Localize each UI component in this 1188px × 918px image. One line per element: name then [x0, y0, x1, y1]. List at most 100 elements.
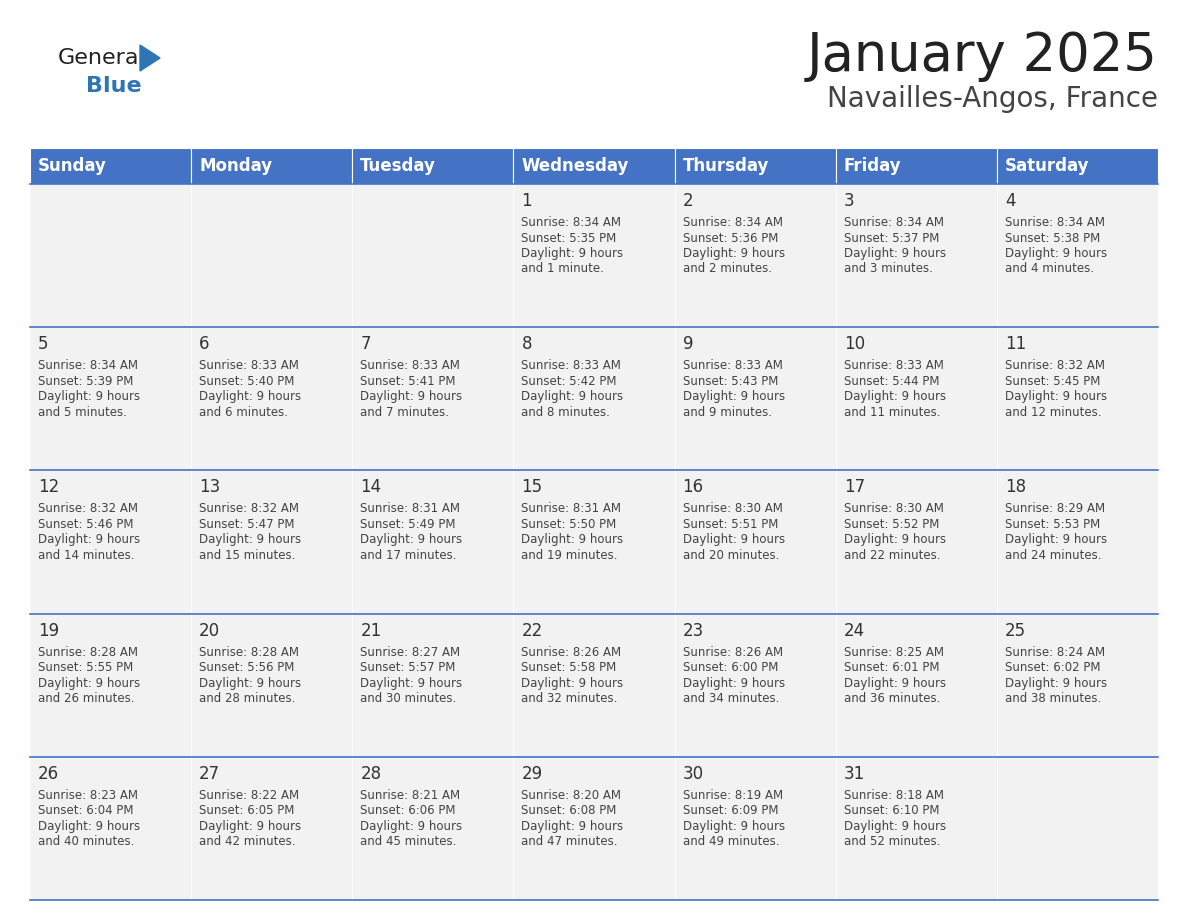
Text: Daylight: 9 hours: Daylight: 9 hours	[843, 677, 946, 689]
Text: and 26 minutes.: and 26 minutes.	[38, 692, 134, 705]
Text: 28: 28	[360, 765, 381, 783]
Bar	[191, 756, 353, 900]
Bar	[835, 148, 997, 184]
Text: Daylight: 9 hours: Daylight: 9 hours	[683, 820, 785, 833]
Text: and 24 minutes.: and 24 minutes.	[1005, 549, 1101, 562]
Text: 24: 24	[843, 621, 865, 640]
Bar	[835, 613, 997, 756]
Text: January 2025: January 2025	[807, 30, 1158, 82]
Text: Sunrise: 8:28 AM: Sunrise: 8:28 AM	[38, 645, 138, 658]
Text: Sunset: 5:43 PM: Sunset: 5:43 PM	[683, 375, 778, 387]
Text: Navailles-Angos, France: Navailles-Angos, France	[827, 85, 1158, 113]
Text: Sunset: 5:39 PM: Sunset: 5:39 PM	[38, 375, 133, 387]
Text: Daylight: 9 hours: Daylight: 9 hours	[360, 390, 462, 403]
Text: Daylight: 9 hours: Daylight: 9 hours	[522, 247, 624, 260]
Text: Sunset: 5:58 PM: Sunset: 5:58 PM	[522, 661, 617, 674]
Text: Sunset: 5:52 PM: Sunset: 5:52 PM	[843, 518, 939, 531]
Text: Sunset: 5:53 PM: Sunset: 5:53 PM	[1005, 518, 1100, 531]
Text: Sunset: 6:04 PM: Sunset: 6:04 PM	[38, 804, 133, 817]
Bar	[191, 184, 353, 327]
Text: and 9 minutes.: and 9 minutes.	[683, 406, 771, 419]
Text: Sunset: 6:02 PM: Sunset: 6:02 PM	[1005, 661, 1100, 674]
Text: Sunrise: 8:34 AM: Sunrise: 8:34 AM	[1005, 216, 1105, 229]
Text: Sunrise: 8:33 AM: Sunrise: 8:33 AM	[522, 359, 621, 372]
Text: Daylight: 9 hours: Daylight: 9 hours	[200, 820, 302, 833]
Bar	[997, 148, 1158, 184]
Text: Sunrise: 8:26 AM: Sunrise: 8:26 AM	[522, 645, 621, 658]
Text: Daylight: 9 hours: Daylight: 9 hours	[360, 820, 462, 833]
Text: 1: 1	[522, 192, 532, 210]
Bar	[675, 184, 835, 327]
Text: 5: 5	[38, 335, 49, 353]
Text: Sunset: 5:56 PM: Sunset: 5:56 PM	[200, 661, 295, 674]
Text: and 36 minutes.: and 36 minutes.	[843, 692, 940, 705]
Text: Daylight: 9 hours: Daylight: 9 hours	[38, 390, 140, 403]
Bar	[191, 470, 353, 613]
Text: and 8 minutes.: and 8 minutes.	[522, 406, 611, 419]
Text: and 22 minutes.: and 22 minutes.	[843, 549, 940, 562]
Text: Sunrise: 8:20 AM: Sunrise: 8:20 AM	[522, 789, 621, 801]
Text: Sunset: 5:44 PM: Sunset: 5:44 PM	[843, 375, 940, 387]
Text: Sunrise: 8:19 AM: Sunrise: 8:19 AM	[683, 789, 783, 801]
Text: Sunset: 5:41 PM: Sunset: 5:41 PM	[360, 375, 456, 387]
Text: and 45 minutes.: and 45 minutes.	[360, 835, 456, 848]
Text: Sunrise: 8:26 AM: Sunrise: 8:26 AM	[683, 645, 783, 658]
Text: 20: 20	[200, 621, 220, 640]
Text: Sunrise: 8:34 AM: Sunrise: 8:34 AM	[522, 216, 621, 229]
Text: 11: 11	[1005, 335, 1026, 353]
Bar	[675, 613, 835, 756]
Text: Daylight: 9 hours: Daylight: 9 hours	[200, 533, 302, 546]
Text: Daylight: 9 hours: Daylight: 9 hours	[1005, 533, 1107, 546]
Text: Daylight: 9 hours: Daylight: 9 hours	[38, 533, 140, 546]
Text: Sunset: 6:05 PM: Sunset: 6:05 PM	[200, 804, 295, 817]
Text: Sunset: 5:37 PM: Sunset: 5:37 PM	[843, 231, 939, 244]
Text: and 7 minutes.: and 7 minutes.	[360, 406, 449, 419]
Text: Sunrise: 8:34 AM: Sunrise: 8:34 AM	[683, 216, 783, 229]
Text: 19: 19	[38, 621, 59, 640]
Text: Sunrise: 8:30 AM: Sunrise: 8:30 AM	[843, 502, 943, 515]
Text: 10: 10	[843, 335, 865, 353]
Bar	[835, 327, 997, 470]
Bar	[997, 184, 1158, 327]
Text: Sunset: 5:50 PM: Sunset: 5:50 PM	[522, 518, 617, 531]
Bar	[353, 613, 513, 756]
Text: 13: 13	[200, 478, 221, 497]
Text: Sunset: 5:47 PM: Sunset: 5:47 PM	[200, 518, 295, 531]
Bar	[835, 756, 997, 900]
Text: and 49 minutes.: and 49 minutes.	[683, 835, 779, 848]
Text: Sunrise: 8:24 AM: Sunrise: 8:24 AM	[1005, 645, 1105, 658]
Text: Sunrise: 8:34 AM: Sunrise: 8:34 AM	[38, 359, 138, 372]
Text: and 11 minutes.: and 11 minutes.	[843, 406, 940, 419]
Text: Sunset: 6:10 PM: Sunset: 6:10 PM	[843, 804, 940, 817]
Text: Daylight: 9 hours: Daylight: 9 hours	[200, 390, 302, 403]
Text: and 12 minutes.: and 12 minutes.	[1005, 406, 1101, 419]
Text: Daylight: 9 hours: Daylight: 9 hours	[522, 533, 624, 546]
Text: Sunrise: 8:23 AM: Sunrise: 8:23 AM	[38, 789, 138, 801]
Bar	[30, 327, 191, 470]
Text: 14: 14	[360, 478, 381, 497]
Bar	[353, 184, 513, 327]
Text: Sunrise: 8:33 AM: Sunrise: 8:33 AM	[683, 359, 783, 372]
Text: and 20 minutes.: and 20 minutes.	[683, 549, 779, 562]
Bar	[997, 756, 1158, 900]
Bar	[30, 184, 191, 327]
Bar	[513, 613, 675, 756]
Text: and 30 minutes.: and 30 minutes.	[360, 692, 456, 705]
Text: 18: 18	[1005, 478, 1026, 497]
Text: Daylight: 9 hours: Daylight: 9 hours	[843, 533, 946, 546]
Text: 25: 25	[1005, 621, 1026, 640]
Text: Monday: Monday	[200, 157, 272, 175]
Text: Sunset: 6:06 PM: Sunset: 6:06 PM	[360, 804, 456, 817]
Text: 3: 3	[843, 192, 854, 210]
Text: 6: 6	[200, 335, 209, 353]
Bar	[353, 756, 513, 900]
Text: Daylight: 9 hours: Daylight: 9 hours	[683, 390, 785, 403]
Polygon shape	[140, 45, 160, 71]
Text: Sunrise: 8:32 AM: Sunrise: 8:32 AM	[38, 502, 138, 515]
Text: 2: 2	[683, 192, 693, 210]
Text: Daylight: 9 hours: Daylight: 9 hours	[683, 677, 785, 689]
Text: Sunset: 5:42 PM: Sunset: 5:42 PM	[522, 375, 617, 387]
Text: 27: 27	[200, 765, 220, 783]
Text: Sunset: 6:00 PM: Sunset: 6:00 PM	[683, 661, 778, 674]
Text: and 17 minutes.: and 17 minutes.	[360, 549, 456, 562]
